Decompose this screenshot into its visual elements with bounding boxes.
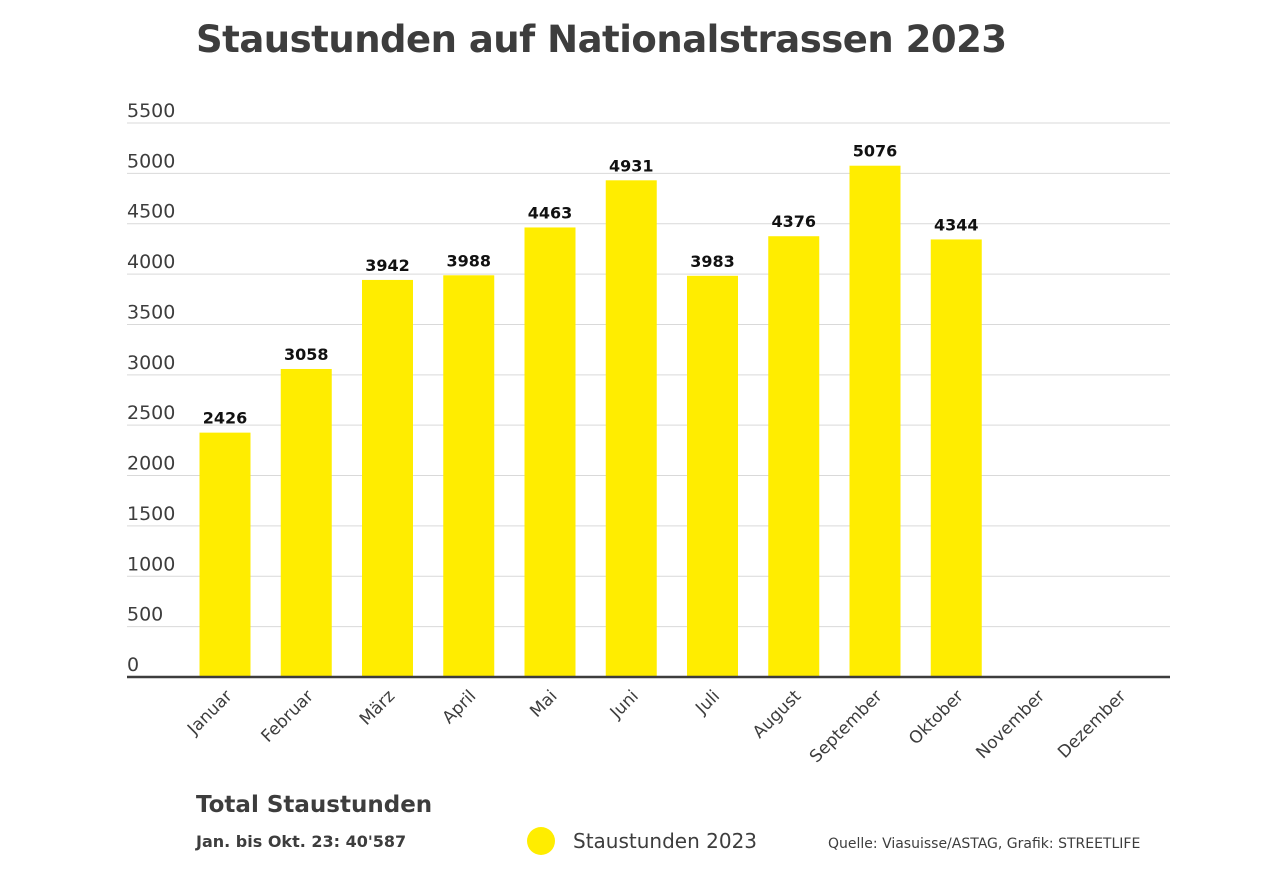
x-tick-label: Dezember [1054,686,1130,762]
bar-september [849,165,901,677]
x-tick-label: April [439,686,481,728]
bars [199,165,982,678]
legend: Staustunden 2023 [527,827,757,855]
x-tick-label: Oktober [905,686,968,749]
bar-oktober [930,239,982,677]
bar-value-label: 3983 [690,252,735,271]
bar-juni [605,180,657,677]
bar-value-label: 2426 [203,409,248,428]
y-tick-label: 1500 [127,503,175,525]
y-tick-label: 2500 [127,402,175,424]
chart-title: Staustunden auf Nationalstrassen 2023 [196,18,1007,61]
legend-label: Staustunden 2023 [573,829,758,853]
total-value: Jan. bis Okt. 23: 40'587 [196,832,407,851]
bar-august [768,236,820,677]
y-tick-label: 4000 [127,251,175,273]
y-tick-label: 3000 [127,352,175,374]
x-tick-label: November [972,686,1049,763]
x-tick-label: März [356,686,399,729]
x-tick-label: Februar [257,686,317,746]
x-tick-label: Januar [183,686,236,739]
y-tick-label: 5000 [127,150,175,172]
y-tick-label: 0 [127,654,139,676]
bar-april [443,275,495,677]
bar-value-label: 5076 [853,142,898,161]
y-tick-label: 2000 [127,453,175,475]
x-tick-label: August [749,686,805,742]
y-tick-label: 1000 [127,553,175,575]
source-credit: Quelle: Viasuisse/ASTAG, Grafik: STREETL… [828,836,1141,852]
legend-swatch-icon [527,827,555,855]
bar-januar [199,432,251,677]
bar-chart: 5500500045004000350030002500200015001000… [127,100,1170,767]
y-tick-label: 4500 [127,201,175,223]
bar-value-label: 4344 [934,215,979,234]
x-tick-label: Mai [526,686,561,721]
x-tick-label: September [806,686,887,767]
bar-juli [687,275,738,677]
bar-value-label: 3058 [284,345,329,364]
bar-value-label: 4931 [609,156,654,175]
total-heading: Total Staustunden [196,792,433,818]
y-tick-label: 3500 [127,301,175,323]
y-axis-ticks: 5500500045004000350030002500200015001000… [127,100,175,676]
bar-value-label: 4376 [771,212,816,231]
bar-value-label: 4463 [528,203,573,222]
bar-value-label: 3942 [365,256,410,275]
bar-mai [524,227,576,678]
bar-value-labels: 2426 3058 3942 3988 4463 4931 3983 4376 5076 4344 [203,142,979,428]
x-tick-label: Juni [606,686,643,723]
x-axis-ticks: Januar Februar März April Mai Juni Juli August S… [183,686,1130,767]
bar-value-label: 3988 [446,251,491,270]
bar-märz [362,279,413,677]
x-tick-label: Juli [691,686,724,719]
y-tick-label: 500 [127,604,163,626]
bar-februar [280,368,332,677]
y-tick-label: 5500 [127,100,175,122]
